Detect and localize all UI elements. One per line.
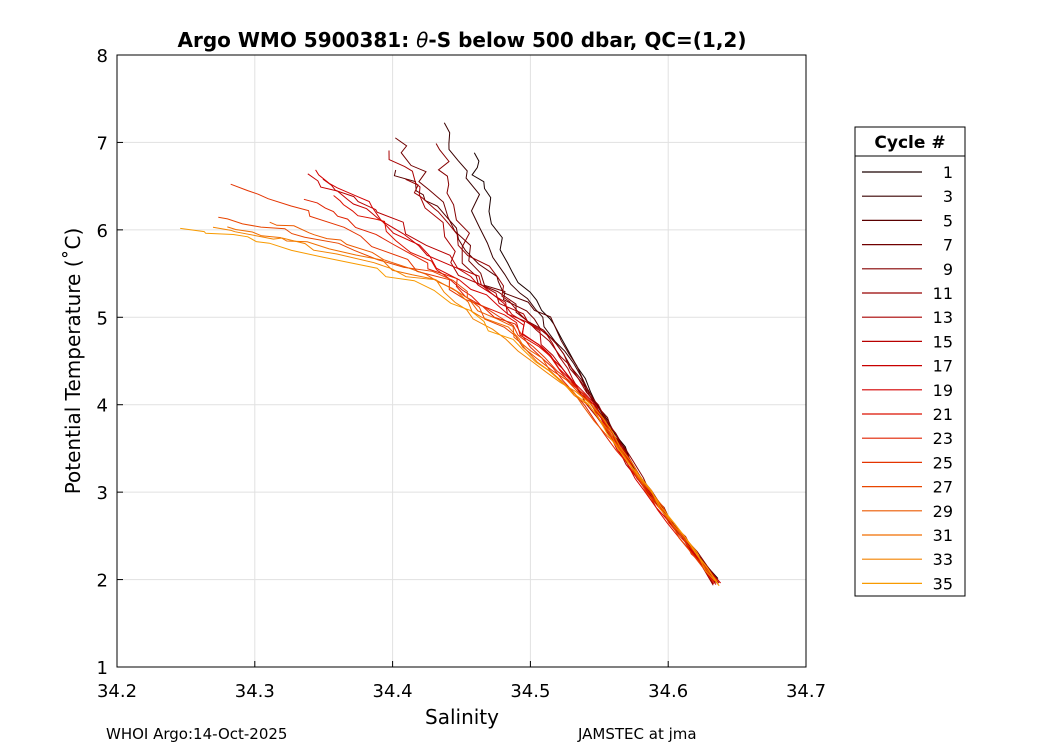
y-tick-label: 7 <box>97 133 108 154</box>
y-axis-label: Potential Temperature (˚C) <box>61 228 85 495</box>
legend-label: 29 <box>933 502 953 521</box>
profile-cycle-27 <box>218 216 716 582</box>
profile-cycle-33 <box>212 226 718 584</box>
legend-label: 1 <box>943 163 953 182</box>
legend-label: 11 <box>933 284 953 303</box>
legend-label: 9 <box>943 260 953 279</box>
profile-cycle-21 <box>333 195 715 584</box>
x-tick-label: 34.3 <box>235 681 275 702</box>
profile-cycle-25 <box>230 183 719 585</box>
legend-label: 23 <box>933 429 953 448</box>
profile-cycle-29 <box>269 221 718 582</box>
x-tick-label: 34.5 <box>510 681 550 702</box>
y-axis: 1 2 3 4 5 6 7 8 <box>97 46 123 679</box>
legend-label: 33 <box>933 550 953 569</box>
grid <box>117 55 806 667</box>
footer-credit: WHOI Argo:14-Oct-2025 <box>106 725 288 743</box>
footer-source: JAMSTEC at jma <box>578 725 697 743</box>
legend-label: 7 <box>943 236 953 255</box>
legend-label: 27 <box>933 478 953 497</box>
legend-label: 17 <box>933 357 953 376</box>
legend-label: 21 <box>933 405 953 424</box>
y-tick-label: 1 <box>97 658 108 679</box>
legend-label: 31 <box>933 526 953 545</box>
legend-label: 35 <box>933 574 953 593</box>
x-tick-label: 34.7 <box>786 681 826 702</box>
y-tick-label: 4 <box>97 396 108 417</box>
legend-label: 5 <box>943 211 953 230</box>
profile-cycle-31 <box>227 226 718 584</box>
profile-cycle-5 <box>393 169 714 585</box>
profile-cycle-3 <box>443 122 716 583</box>
profile-cycle-23 <box>303 198 716 581</box>
profile-cycle-19 <box>315 169 717 585</box>
profile-cycle-35 <box>180 227 720 587</box>
profile-cycle-9 <box>435 143 720 582</box>
legend-label: 25 <box>933 453 953 472</box>
plot-area-frame <box>116 54 807 668</box>
legend-title: Cycle # <box>874 133 945 153</box>
x-tick-label: 34.2 <box>97 681 137 702</box>
profile-cycle-17 <box>307 173 721 584</box>
chart-title: Argo WMO 5900381: θ-S below 500 dbar, QC… <box>178 28 747 52</box>
y-tick-label: 8 <box>97 46 108 67</box>
profile-cycle-15 <box>322 178 720 584</box>
profile-curves <box>180 122 721 587</box>
y-tick-label: 6 <box>97 221 108 242</box>
legend-label: 15 <box>933 332 953 351</box>
x-tick-label: 34.4 <box>373 681 413 702</box>
legend-label: 3 <box>943 187 953 206</box>
x-axis: 34.2 34.3 34.4 34.5 34.6 34.7 <box>97 661 826 702</box>
legend-label: 19 <box>933 381 953 400</box>
x-tick-label: 34.6 <box>648 681 688 702</box>
legend-label: 13 <box>933 308 953 327</box>
legend-box <box>854 126 966 597</box>
x-axis-label: Salinity <box>425 705 499 729</box>
y-tick-label: 3 <box>97 483 108 504</box>
profile-cycle-1 <box>471 152 719 579</box>
y-tick-label: 2 <box>97 571 108 592</box>
y-tick-label: 5 <box>97 308 108 329</box>
